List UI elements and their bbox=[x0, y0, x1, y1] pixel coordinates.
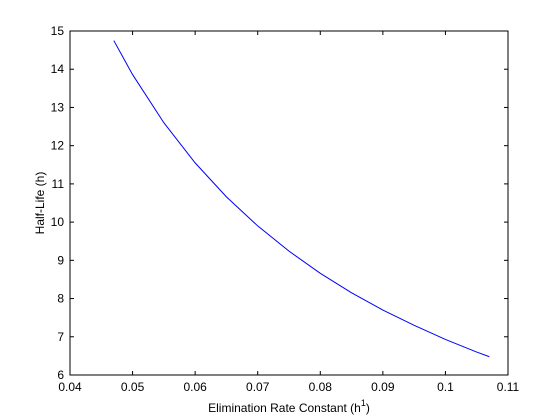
y-tick-label: 10 bbox=[51, 215, 65, 229]
y-tick-label: 7 bbox=[57, 330, 64, 344]
y-tick-label: 12 bbox=[51, 139, 65, 153]
y-tick-label: 9 bbox=[57, 253, 64, 267]
series-layer bbox=[113, 40, 490, 358]
x-tick-label: 0.11 bbox=[497, 380, 520, 394]
x-tick-label: 0.07 bbox=[246, 380, 270, 394]
x-axis-ticks: 0.04 0.05 0.06 0.07 0.08 0.09 0.1 0.11 bbox=[58, 31, 520, 394]
x-axis-label-suffix: ) bbox=[366, 401, 370, 415]
x-tick-label: 0.04 bbox=[58, 380, 82, 394]
y-tick-label: 6 bbox=[57, 368, 64, 382]
series-line bbox=[113, 40, 490, 358]
y-tick-label: 15 bbox=[51, 24, 65, 38]
y-tick-label: 13 bbox=[51, 100, 65, 114]
y-axis-label: Half-Life (h) bbox=[33, 172, 47, 235]
x-tick-label: 0.09 bbox=[371, 380, 395, 394]
y-tick-label: 11 bbox=[52, 177, 65, 191]
y-tick-label: 8 bbox=[57, 292, 64, 306]
x-tick-label: 0.1 bbox=[437, 380, 454, 394]
x-axis-label-main: Elimination Rate Constant (h bbox=[208, 401, 361, 415]
x-tick-label: 0.05 bbox=[121, 380, 145, 394]
y-tick-label: 14 bbox=[51, 62, 65, 76]
x-axis-label-superscript: 1 bbox=[361, 398, 366, 408]
x-tick-label: 0.06 bbox=[183, 380, 207, 394]
x-tick-label: 0.08 bbox=[309, 380, 333, 394]
plot-area bbox=[69, 30, 509, 376]
x-axis-label: Elimination Rate Constant (h1) bbox=[208, 398, 370, 415]
y-axis-ticks: 6 7 8 9 10 11 12 13 14 15 bbox=[51, 24, 508, 382]
